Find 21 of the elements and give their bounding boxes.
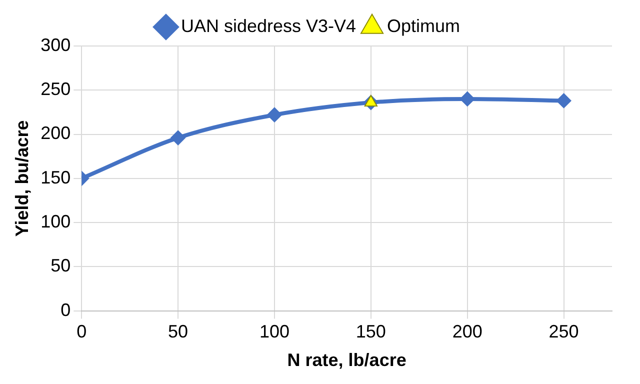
x-tick-label: 150 [356, 322, 386, 342]
x-tick-label: 250 [548, 322, 579, 342]
legend-label: Optimum [387, 16, 460, 36]
x-tick-label: 200 [452, 322, 482, 342]
x-tick-label: 100 [259, 322, 290, 342]
point [460, 91, 475, 106]
y-tick-label: 300 [40, 34, 71, 55]
y-tick-label: 250 [40, 79, 71, 100]
legend-label: UAN sidedress V3-V4 [180, 16, 356, 36]
y-tick-label: 100 [40, 212, 71, 232]
y-tick-label: 0 [60, 300, 71, 320]
y-tick-label: 50 [50, 256, 71, 276]
x-tick-label: 0 [76, 322, 87, 342]
x-axis-title: N rate, lb/acre [287, 350, 406, 370]
y-axis-title: Yield, bu/acre [12, 120, 32, 237]
point [170, 130, 186, 146]
x-tick-label: 50 [168, 322, 188, 342]
point [266, 107, 282, 122]
point [556, 93, 572, 108]
y-tick-label: 200 [40, 123, 71, 144]
y-tick-label: 150 [40, 167, 71, 188]
